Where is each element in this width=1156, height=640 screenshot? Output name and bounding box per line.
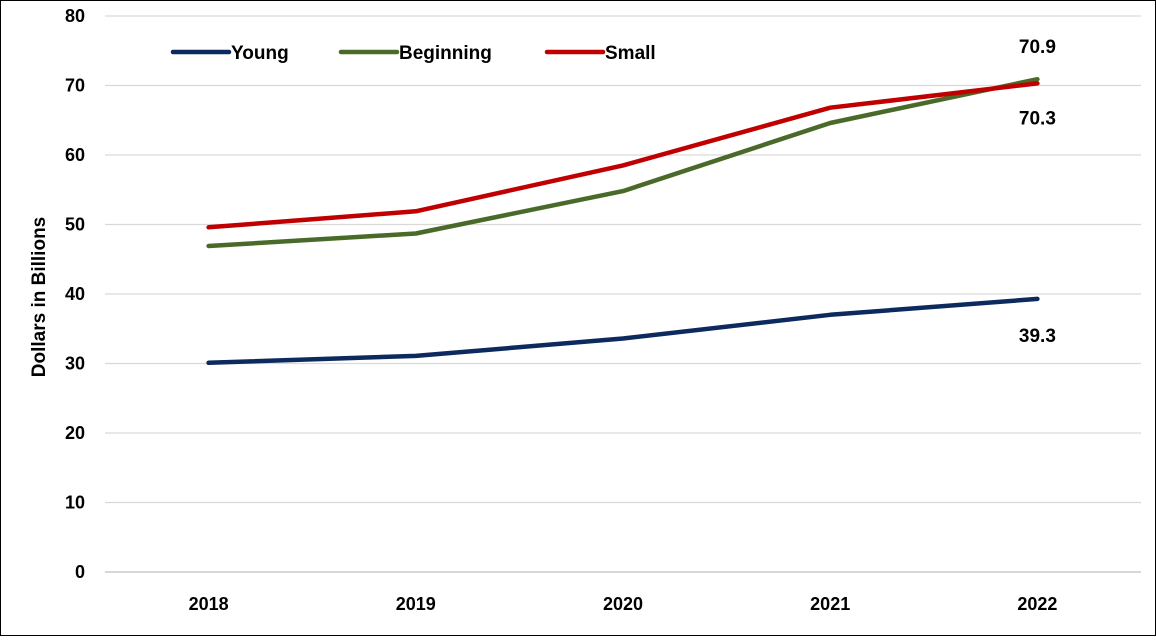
y-tick-label: 30 [65, 354, 85, 374]
y-tick-label: 40 [65, 284, 85, 304]
x-tick-label: 2018 [189, 594, 229, 614]
gridlines [105, 15, 1141, 573]
data-label-young: 39.3 [1019, 326, 1056, 347]
series-line-beginning [206, 76, 1040, 249]
y-tick-label: 70 [65, 76, 85, 96]
data-label-small: 70.3 [1019, 108, 1056, 129]
y-axis-label: Dollars in Billions [29, 217, 50, 377]
y-tick-label: 20 [65, 423, 85, 443]
series-lines [206, 76, 1040, 366]
y-tick-label: 60 [65, 145, 85, 165]
y-tick-label: 0 [75, 562, 85, 582]
series-line-small [206, 81, 1040, 230]
series-line-young [206, 296, 1040, 366]
legend: Young Beginning Small [170, 43, 656, 64]
x-tick-labels: 2018 2019 2020 2021 2022 [189, 594, 1058, 614]
data-label-beginning: 70.9 [1019, 37, 1056, 58]
y-tick-labels: 0 10 20 30 40 50 60 70 80 [65, 6, 85, 582]
x-tick-label: 2020 [603, 594, 643, 614]
legend-label-small: Small [605, 43, 656, 64]
legend-label-young: Young [231, 43, 289, 64]
x-tick-label: 2019 [396, 594, 436, 614]
x-tick-label: 2022 [1017, 594, 1057, 614]
legend-label-beginning: Beginning [399, 43, 492, 64]
y-tick-label: 50 [65, 215, 85, 235]
y-tick-label: 10 [65, 493, 85, 513]
data-labels: 70.9 70.3 39.3 [1019, 37, 1056, 347]
y-tick-label: 80 [65, 6, 85, 26]
x-tick-label: 2021 [810, 594, 850, 614]
